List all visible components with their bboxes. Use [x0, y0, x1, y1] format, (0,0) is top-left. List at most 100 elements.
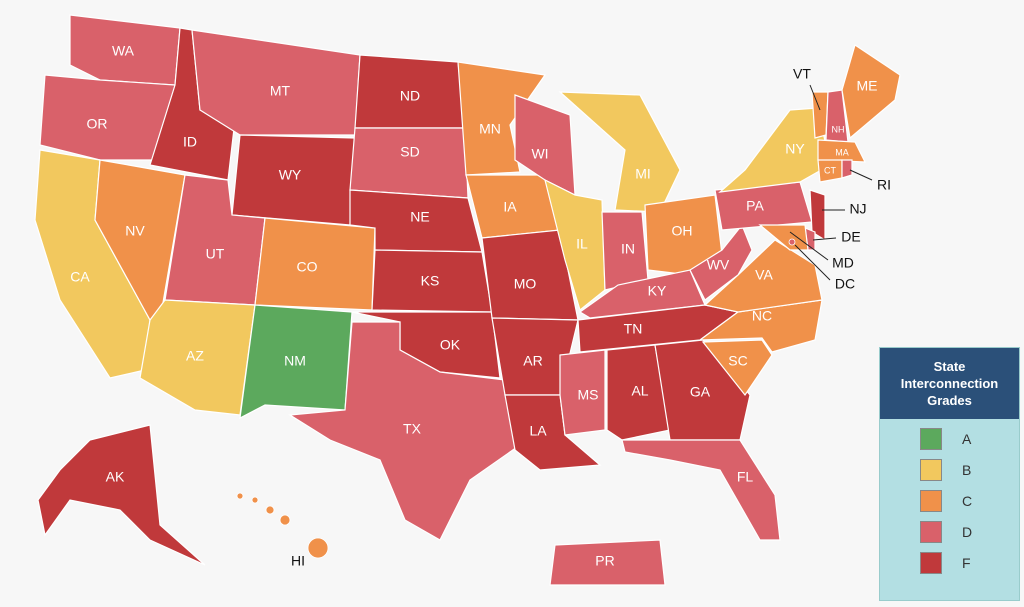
- state-shape: [811, 91, 829, 139]
- state-label: CO: [297, 259, 318, 275]
- state-shape: [606, 344, 671, 441]
- state-label: ND: [400, 88, 420, 104]
- state-label: WA: [112, 43, 135, 59]
- state-label: AR: [523, 353, 542, 369]
- state-label: IN: [621, 241, 635, 257]
- legend-item: B: [920, 459, 1019, 481]
- state-label: CA: [70, 269, 90, 285]
- state-label: SC: [728, 353, 747, 369]
- legend-item: A: [920, 428, 1019, 450]
- state-label: WI: [531, 146, 548, 162]
- state-shape: [559, 349, 606, 436]
- state-label: PR: [595, 553, 614, 569]
- state-label: IL: [576, 236, 588, 252]
- legend-item: F: [920, 552, 1019, 574]
- state-label: NC: [752, 308, 772, 324]
- state-shape: [841, 159, 853, 179]
- state-shape: [578, 269, 706, 319]
- state-shape: [236, 492, 244, 500]
- state-label: NM: [284, 353, 306, 369]
- callout-line: [789, 231, 829, 261]
- state-label: AK: [106, 469, 125, 485]
- state-shape: [37, 424, 206, 566]
- state-label: MS: [578, 387, 599, 403]
- state-label: MI: [635, 166, 651, 182]
- state-shape: [549, 539, 666, 586]
- state-label: OH: [672, 223, 693, 239]
- state-label: OR: [87, 116, 108, 132]
- state-shape: [654, 339, 751, 441]
- legend-swatch: [920, 521, 942, 543]
- state-label: MO: [514, 276, 537, 292]
- state-label: LA: [529, 423, 547, 439]
- state-label: TX: [403, 421, 422, 437]
- state-shape: [809, 189, 826, 242]
- callout-line: [849, 169, 873, 181]
- legend-label: F: [962, 555, 971, 571]
- state-label: AZ: [186, 348, 204, 364]
- state-label: ME: [857, 78, 878, 94]
- legend-label: B: [962, 462, 972, 478]
- state-label: WY: [279, 167, 302, 183]
- state-label: IA: [503, 199, 517, 215]
- state-label: VA: [755, 267, 773, 283]
- state-shape: [349, 127, 469, 199]
- state-shape: [621, 439, 781, 541]
- state-shape: [239, 304, 353, 420]
- state-label: CT: [824, 165, 836, 175]
- legend-swatch: [920, 552, 942, 574]
- state-label: GA: [690, 384, 711, 400]
- state-label: MN: [479, 121, 501, 137]
- legend-title: State Interconnection Grades: [880, 348, 1019, 419]
- state-label: TN: [624, 321, 643, 337]
- state-label: MA: [835, 147, 849, 157]
- state-shape: [288, 321, 521, 541]
- state-label: NY: [785, 141, 805, 157]
- legend-item: C: [920, 490, 1019, 512]
- state-shape: [307, 537, 329, 559]
- state-label: SD: [400, 144, 419, 160]
- state-label: NV: [125, 223, 145, 239]
- state-shape: [558, 91, 681, 213]
- state-label: MD: [832, 255, 854, 271]
- legend-swatch: [920, 490, 942, 512]
- callout-line: [809, 84, 821, 111]
- state-shape: [817, 139, 866, 163]
- callout-line: [812, 237, 837, 241]
- state-label: PA: [746, 198, 764, 214]
- state-shape: [758, 224, 809, 251]
- state-label: FL: [737, 469, 754, 485]
- legend-label: A: [962, 431, 972, 447]
- state-shape: [841, 44, 901, 140]
- state-label: KS: [421, 273, 440, 289]
- legend-item: D: [920, 521, 1019, 543]
- state-label: AL: [631, 383, 648, 399]
- state-label: OK: [440, 337, 461, 353]
- legend-swatch: [920, 428, 942, 450]
- legend-label: D: [962, 524, 973, 540]
- state-label: ID: [183, 134, 197, 150]
- state-label: WV: [707, 257, 730, 273]
- state-label: NE: [410, 209, 429, 225]
- state-shape: [689, 223, 753, 301]
- state-label: KY: [648, 283, 667, 299]
- state-shape: [788, 238, 796, 246]
- state-label: NH: [832, 124, 845, 134]
- legend-swatch: [920, 459, 942, 481]
- state-label: MT: [270, 83, 291, 99]
- state-label: DE: [841, 229, 860, 245]
- state-shape: [265, 505, 275, 515]
- state-shape: [191, 29, 361, 136]
- state-shape: [279, 514, 291, 526]
- state-label: RI: [877, 177, 891, 193]
- state-label: DC: [835, 276, 855, 292]
- state-label: HI: [291, 553, 305, 569]
- state-shape: [39, 74, 176, 161]
- legend-label: C: [962, 493, 973, 509]
- state-shape: [701, 339, 773, 397]
- state-label: NJ: [849, 201, 866, 217]
- state-label: VT: [793, 66, 811, 82]
